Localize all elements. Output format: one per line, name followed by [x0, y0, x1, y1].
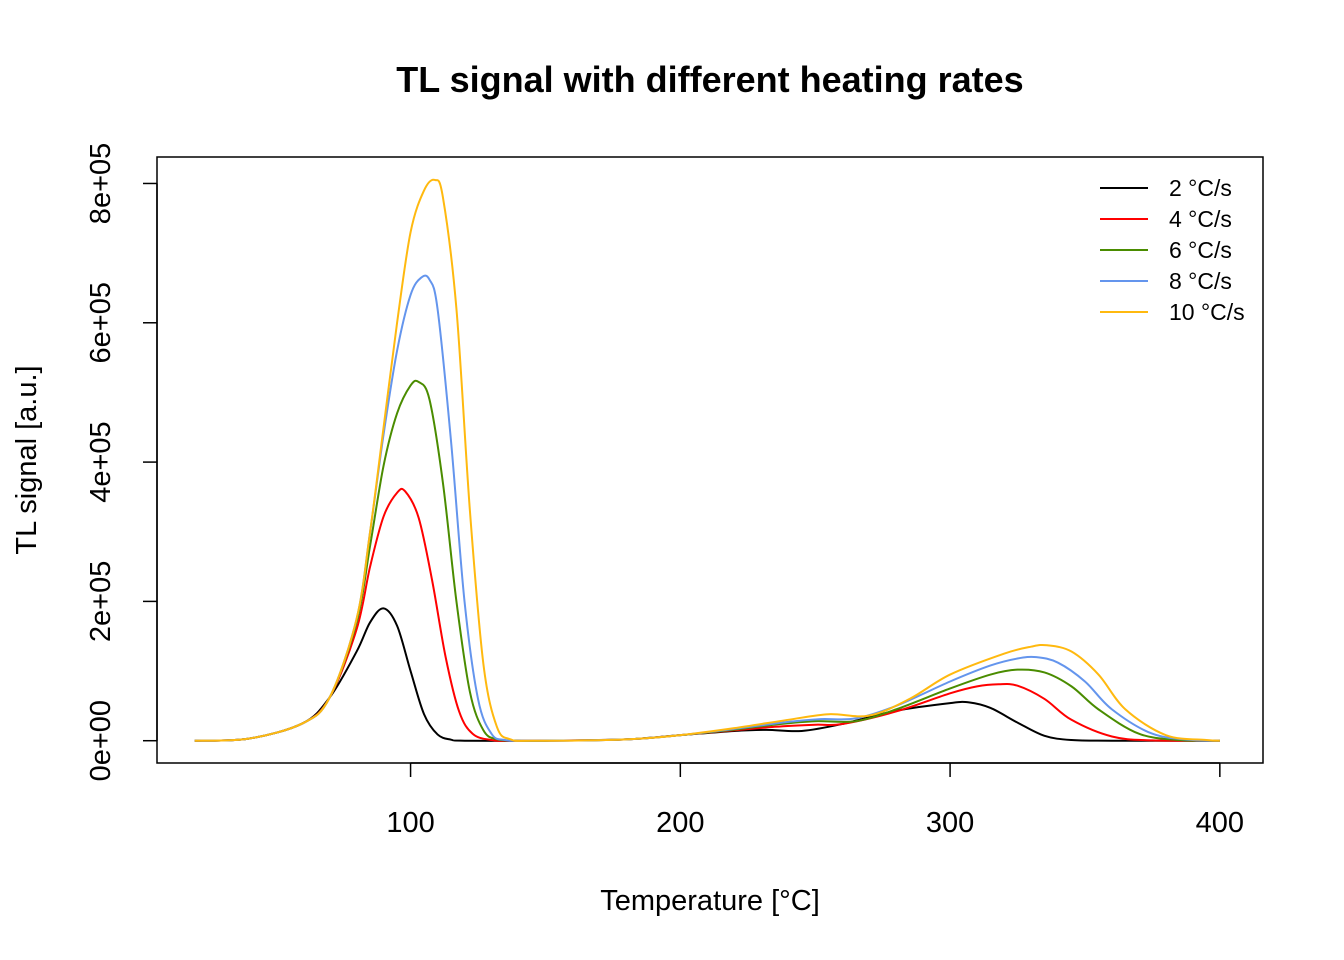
legend-label: 2 °C/s — [1169, 175, 1232, 201]
x-axis: 100 200 300 400 — [386, 762, 1244, 839]
legend-label: 6 °C/s — [1169, 237, 1232, 263]
legend: 2 °C/s 4 °C/s 6 °C/s 8 °C/s 10 °C/s — [1100, 175, 1245, 325]
x-tick-label: 100 — [386, 807, 434, 839]
x-tick-label: 300 — [926, 807, 974, 839]
series-line — [194, 379, 1220, 742]
series-line — [194, 274, 1220, 742]
x-tick-label: 400 — [1196, 807, 1244, 839]
y-tick-label: 0e+00 — [85, 700, 117, 781]
series-group — [194, 178, 1220, 742]
series-line — [194, 178, 1220, 742]
y-tick-label: 6e+05 — [85, 282, 117, 363]
legend-label: 10 °C/s — [1169, 299, 1245, 325]
x-tick-label: 200 — [656, 807, 704, 839]
series-line — [194, 607, 1220, 742]
x-axis-label: Temperature [°C] — [600, 885, 820, 917]
legend-label: 4 °C/s — [1169, 206, 1232, 232]
legend-label: 8 °C/s — [1169, 268, 1232, 294]
y-tick-label: 4e+05 — [85, 421, 117, 502]
y-tick-label: 2e+05 — [85, 561, 117, 642]
y-axis-label: TL signal [a.u.] — [11, 365, 43, 554]
series-line — [194, 487, 1220, 742]
y-tick-label: 8e+05 — [85, 143, 117, 224]
chart-title: TL signal with different heating rates — [396, 59, 1023, 100]
y-axis: 0e+00 2e+05 4e+05 6e+05 8e+05 — [85, 143, 158, 781]
